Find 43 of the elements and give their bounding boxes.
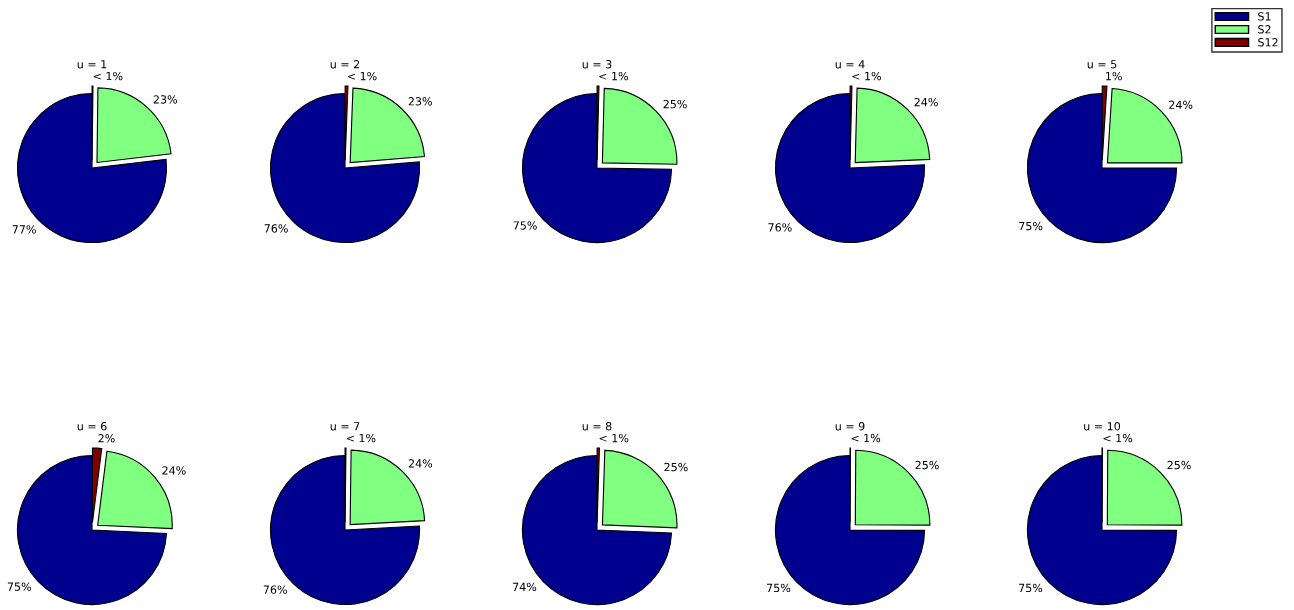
data-label: 25% (1167, 460, 1191, 470)
data-label: < 1% (347, 71, 377, 81)
data-label: 76% (264, 224, 288, 233)
chart-title: u = 10 (1084, 422, 1121, 431)
chart-title: u = 5 (1087, 60, 1117, 69)
data-label: 23% (153, 95, 177, 104)
chart-title: u = 4 (835, 60, 865, 69)
data-label: 24% (914, 97, 938, 107)
data-label: 2% (98, 434, 115, 443)
chart-title: u = 2 (330, 60, 360, 69)
chart-title: u = 9 (835, 422, 865, 431)
legend-label: S1 (1258, 12, 1271, 21)
data-label: 75% (1019, 221, 1043, 231)
data-label: < 1% (599, 71, 628, 81)
chart-title: u = 7 (330, 422, 360, 431)
data-label: < 1% (599, 433, 629, 443)
chart-title: u = 8 (582, 422, 612, 431)
text: u = 1 (77, 60, 107, 69)
data-label: 24% (1169, 100, 1193, 109)
data-label: 76% (768, 223, 792, 232)
data-label: < 1% (851, 433, 881, 443)
legend-label: S2 (1258, 25, 1271, 34)
data-label: 75% (767, 583, 791, 593)
chart-title: u = 3 (582, 60, 612, 69)
data-label: < 1% (93, 71, 123, 81)
data-label: < 1% (346, 433, 376, 443)
data-label: < 1% (852, 71, 881, 81)
data-label: < 1% (1103, 433, 1133, 443)
chart-title: u = 6 (77, 422, 107, 431)
data-label: 25% (663, 99, 687, 109)
data-label: 75% (513, 221, 537, 230)
legend-label: S12 (1258, 38, 1278, 47)
data-label: 77% (12, 225, 36, 234)
data-label: 24% (162, 466, 186, 475)
data-label: 25% (915, 460, 939, 470)
data-label: 74% (513, 582, 537, 592)
data-label: 75% (1019, 583, 1043, 593)
data-label: 24% (408, 459, 433, 468)
data-label: 1% (1106, 71, 1122, 81)
data-label: 75% (7, 582, 31, 591)
data-label: 25% (664, 462, 688, 472)
data-label: 23% (408, 97, 432, 106)
data-label: 76% (263, 585, 287, 594)
